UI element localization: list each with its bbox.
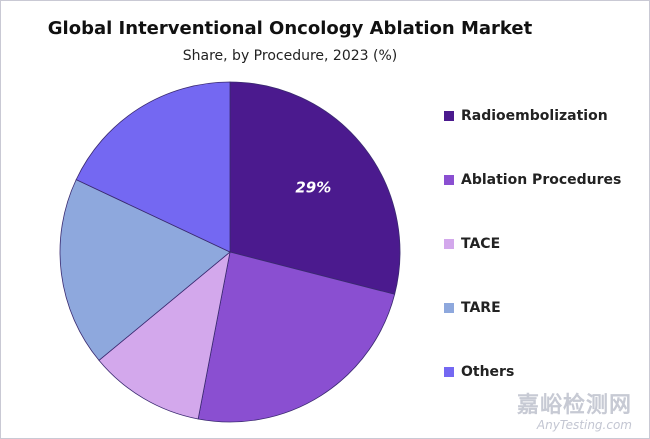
watermark-en: AnyTesting.com xyxy=(536,418,632,432)
watermark: 嘉峪检测网 AnyTesting.com xyxy=(516,393,632,432)
chart-title: Global Interventional Oncology Ablation … xyxy=(47,18,533,39)
legend-item-others: Others xyxy=(444,362,514,382)
legend-label: TACE xyxy=(461,236,501,252)
pie-slice-radioembolization xyxy=(229,81,401,295)
legend-label: Ablation Procedures xyxy=(461,172,622,188)
legend-item-tare: TARE xyxy=(444,298,501,318)
legend-swatch xyxy=(444,111,454,121)
pie-slices xyxy=(59,81,401,423)
legend-item-tace: TACE xyxy=(444,234,500,254)
legend-label: Others xyxy=(461,364,515,380)
legend-swatch xyxy=(444,367,454,377)
pie-slice-tare xyxy=(59,179,231,361)
legend-swatch xyxy=(444,175,454,185)
data-label-radioembolization: 29% xyxy=(295,178,331,196)
legend-label: Radioembolization xyxy=(461,108,608,124)
pie-slice-tace xyxy=(98,250,231,420)
legend-label: TARE xyxy=(461,300,501,316)
legend-item-radioembolization: Radioembolization xyxy=(444,106,608,126)
pie-slice-others xyxy=(75,81,231,253)
pie-slice-ablation-procedures xyxy=(197,251,396,423)
watermark-cn: 嘉峪检测网 xyxy=(516,393,632,418)
legend-swatch xyxy=(444,303,454,313)
legend-item-ablation-procedures: Ablation Procedures xyxy=(444,170,621,190)
legend-swatch xyxy=(444,239,454,249)
chart-subtitle: Share, by Procedure, 2023 (%) xyxy=(182,48,398,64)
pie-labels: 29% xyxy=(295,178,331,196)
